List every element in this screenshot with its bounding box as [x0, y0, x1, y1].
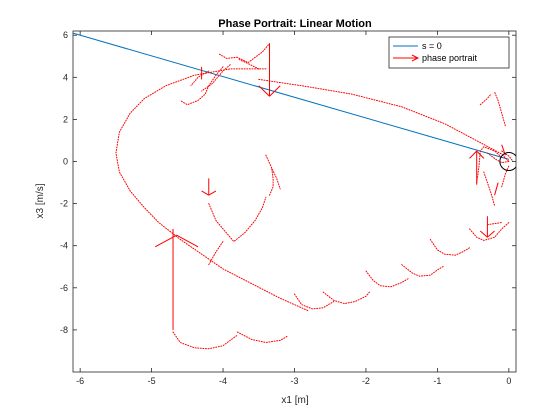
- chart-title: Phase Portrait: Linear Motion: [218, 18, 372, 30]
- phase-trajectory-25: [494, 91, 506, 127]
- phase-arrow-14: [487, 230, 495, 238]
- phase-trajectory-17: [238, 58, 260, 70]
- legend-swatch-arrowhead: [411, 54, 420, 62]
- phase-trajectory-22: [476, 146, 503, 184]
- x-axis-label: x1 [m]: [281, 395, 308, 406]
- phase-trajectory-19: [190, 70, 210, 87]
- x-tick-label: -2: [362, 376, 370, 386]
- y-tick-label: 4: [63, 72, 68, 82]
- phase-arrow-8: [269, 85, 281, 97]
- legend-entry-switching-line: s = 0: [422, 41, 442, 51]
- x-tick-label: -1: [433, 376, 441, 386]
- legend: s = 0 phase portrait: [388, 36, 510, 69]
- x-tick-label: -4: [219, 376, 227, 386]
- y-tick-label: -2: [60, 199, 68, 209]
- phase-trajectory-3: [294, 293, 335, 310]
- phase-trajectory-15: [201, 64, 231, 92]
- phase-trajectory-10: [208, 196, 267, 243]
- phase-arrow-4: [201, 190, 210, 196]
- phase-trajectory-6: [401, 264, 445, 277]
- x-tick-label: -5: [148, 376, 156, 386]
- series-switching-line: [73, 32, 509, 160]
- phase-arrow-17: [494, 182, 499, 196]
- x-tick-label: 0: [506, 376, 511, 386]
- y-tick-label: 2: [63, 114, 68, 124]
- phase-trajectory-16: [219, 43, 270, 64]
- legend-box: [388, 36, 510, 69]
- phase-trajectory-4: [322, 291, 370, 305]
- x-tick-label: -3: [290, 376, 298, 386]
- phase-trajectory-24: [483, 171, 496, 207]
- y-tick-label: 0: [63, 157, 68, 167]
- phase-trajectory-2: [236, 331, 288, 344]
- x-axis: -6 -5 -4 -3 -2 -1 0: [76, 31, 511, 386]
- phase-trajectory-8: [469, 222, 510, 241]
- phase-trajectory-1: [172, 331, 238, 350]
- phase-trajectory-23: [501, 165, 510, 188]
- phase-arrow-11: [476, 150, 485, 159]
- x-tick-label: -6: [76, 376, 84, 386]
- phase-trajectory-9: [486, 222, 503, 226]
- phase-trajectory-11: [208, 241, 224, 266]
- phase-trajectory-14: [179, 66, 224, 106]
- phase-arrow-10: [469, 150, 478, 159]
- phase-trajectory-0: [115, 68, 310, 312]
- phase-trajectory-12: [269, 167, 274, 196]
- y-tick-label: -6: [60, 283, 68, 293]
- y-tick-label: -4: [60, 241, 68, 251]
- phase-arrow-7: [258, 85, 270, 97]
- phase-trajectory-5: [365, 270, 410, 288]
- phase-arrow-5: [208, 190, 217, 196]
- y-axis: 6 4 2 0 -2 -4 -6 -8: [60, 30, 516, 335]
- y-tick-label: 6: [63, 30, 68, 40]
- phase-arrow-1: [154, 234, 177, 248]
- legend-entry-phase-portrait: phase portrait: [422, 53, 478, 63]
- phase-arrow-13: [479, 230, 488, 238]
- equilibrium-marker: [499, 152, 516, 172]
- phase-trajectory-7: [429, 238, 471, 256]
- plot-layer: [73, 32, 516, 350]
- y-axis-label: x3 [m/s]: [35, 183, 46, 218]
- phase-trajectory-21: [486, 152, 510, 164]
- phase-trajectory-20: [258, 78, 510, 162]
- plot-area: [72, 30, 517, 373]
- y-tick-label: -8: [60, 325, 68, 335]
- phase-trajectory-26: [479, 93, 492, 106]
- phase-trajectory-13: [265, 154, 281, 190]
- phase-arrow-2: [176, 234, 199, 248]
